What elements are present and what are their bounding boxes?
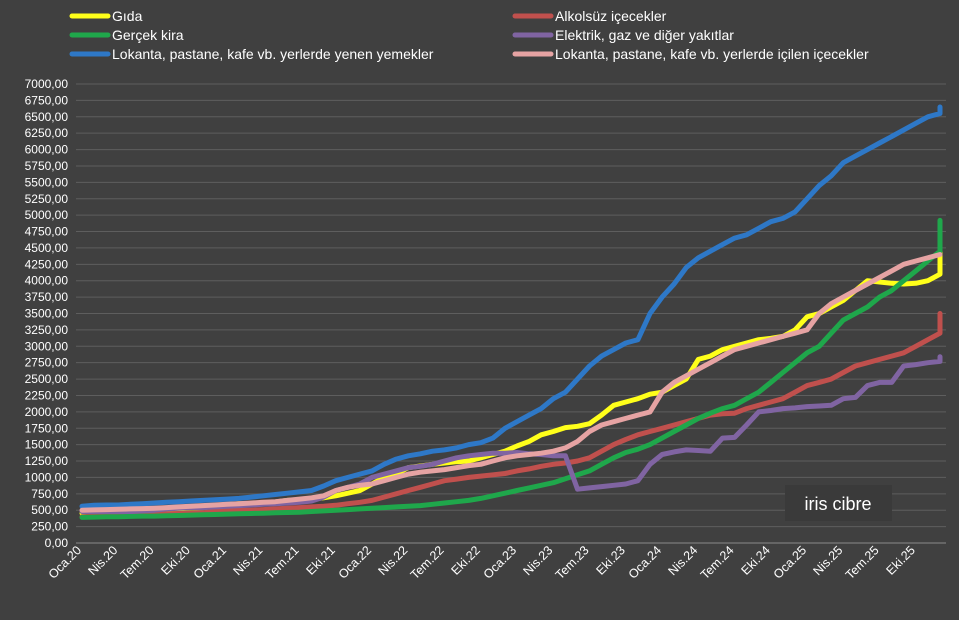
legend: Gıda Alkolsüz içecekler Gerçek kira Elektri… (69, 8, 869, 62)
legend-label-1: Gıda (112, 8, 143, 24)
y-tick-label: 0,00 (45, 536, 69, 550)
x-tick-label: Oca.24 (626, 543, 664, 581)
x-tick-label: Tem.20 (118, 543, 157, 582)
series-line-6 (79, 252, 943, 513)
legend-label-6: Lokanta, pastane, kafe vb. yerlerde içil… (555, 46, 869, 62)
y-tick-label: 6750,00 (25, 93, 69, 107)
x-tick-label: Tem.22 (408, 543, 447, 582)
y-tick-label: 1000,00 (25, 470, 69, 484)
series-lines (79, 104, 943, 520)
y-tick-label: 7000,00 (25, 77, 69, 91)
legend-label-2: Alkolsüz içecekler (555, 8, 667, 24)
y-tick-label: 4750,00 (25, 225, 69, 239)
x-tick-label: Oca.21 (191, 543, 229, 581)
x-tick-label: Nis.23 (520, 543, 555, 578)
series-line-2 (79, 311, 943, 520)
x-tick-label: Oca.25 (771, 543, 809, 581)
y-tick-label: 4250,00 (25, 257, 69, 271)
x-tick-label: Eki.23 (593, 543, 627, 577)
x-tick-label: Nis.22 (375, 543, 410, 578)
y-tick-label: 750,00 (31, 487, 68, 501)
watermark-text: iris cibre (804, 494, 871, 514)
watermark: iris cibre (785, 485, 892, 521)
series-line-3 (79, 217, 943, 520)
y-tick-label: 6500,00 (25, 110, 69, 124)
x-tick-label: Eki.22 (448, 543, 482, 577)
y-tick-label: 2500,00 (25, 372, 69, 386)
x-tick-label: Eki.20 (158, 543, 192, 577)
x-tick-label: Tem.24 (698, 543, 737, 582)
y-tick-label: 5250,00 (25, 192, 69, 206)
y-tick-label: 250,00 (31, 520, 68, 534)
y-tick-label: 5000,00 (25, 208, 69, 222)
x-tick-label: Tem.21 (263, 543, 302, 582)
series-line-5 (79, 104, 943, 509)
x-tick-label: Nis.24 (665, 543, 700, 578)
y-tick-label: 3750,00 (25, 290, 69, 304)
legend-label-5: Lokanta, pastane, kafe vb. yerlerde yene… (112, 46, 434, 62)
x-tick-label: Oca.22 (336, 543, 374, 581)
y-tick-label: 3500,00 (25, 307, 69, 321)
y-tick-label: 1500,00 (25, 438, 69, 452)
x-tick-label: Nis.20 (85, 543, 120, 578)
legend-label-3: Gerçek kira (112, 27, 184, 43)
y-tick-label: 4000,00 (25, 274, 69, 288)
legend-label-4: Elektrik, gaz ve diğer yakıtlar (555, 27, 734, 43)
y-tick-label: 4500,00 (25, 241, 69, 255)
x-tick-label: Eki.24 (738, 543, 772, 577)
y-tick-label: 6000,00 (25, 143, 69, 157)
y-tick-label: 1750,00 (25, 421, 69, 435)
y-tick-label: 2000,00 (25, 405, 69, 419)
x-tick-label: Nis.25 (810, 543, 845, 578)
y-tick-label: 3000,00 (25, 339, 69, 353)
y-tick-label: 2250,00 (25, 388, 69, 402)
x-tick-label: Oca.23 (481, 543, 519, 581)
x-tick-label: Tem.23 (553, 543, 592, 582)
y-axis: 0,00 250,00 500,00 750,00 1000,00 1250,00 1500… (25, 77, 69, 550)
x-tick-label: Tem.25 (843, 543, 882, 582)
y-tick-label: 2750,00 (25, 356, 69, 370)
x-tick-label: Nis.21 (230, 543, 265, 578)
y-tick-label: 5750,00 (25, 159, 69, 173)
watermark-box (785, 485, 892, 521)
y-tick-label: 3250,00 (25, 323, 69, 337)
x-tick-label: Eki.25 (883, 543, 917, 577)
y-tick-label: 6250,00 (25, 126, 69, 140)
y-tick-label: 500,00 (31, 503, 68, 517)
x-tick-label: Eki.21 (303, 543, 337, 577)
y-tick-label: 5500,00 (25, 175, 69, 189)
y-tick-label: 1250,00 (25, 454, 69, 468)
